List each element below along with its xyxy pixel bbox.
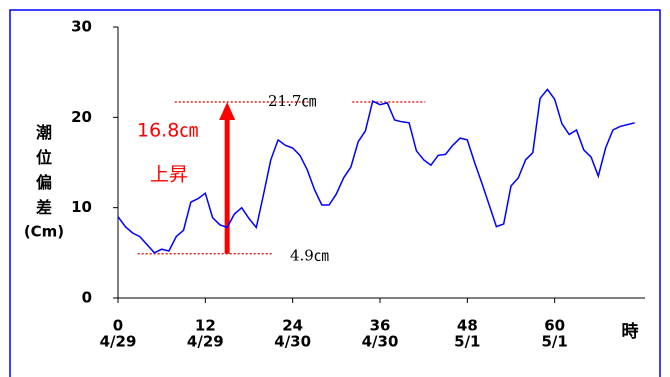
y-tick-label: 30 bbox=[71, 18, 92, 36]
rise-arrow-head bbox=[219, 101, 236, 120]
x-tick-date: 4/29 bbox=[187, 333, 224, 351]
rise-label: 16.8㎝ bbox=[137, 120, 198, 142]
frame bbox=[9, 9, 661, 377]
x-axis-label: 時 bbox=[622, 321, 639, 342]
x-tick-date: 4/30 bbox=[362, 333, 399, 351]
x-tick-date: 5/1 bbox=[541, 333, 567, 351]
y-axis-label: 潮位偏差 bbox=[36, 123, 52, 217]
y-tick-label: 10 bbox=[71, 198, 92, 216]
y-tick-label: 20 bbox=[71, 108, 92, 126]
low-label: 4.9㎝ bbox=[290, 247, 329, 265]
data-line bbox=[117, 88, 635, 254]
rise-text: 上昇 bbox=[150, 164, 188, 186]
x-tick-date: 5/1 bbox=[454, 333, 480, 351]
x-tick-date: 4/30 bbox=[274, 333, 311, 351]
x-tick-label: 0 bbox=[113, 317, 123, 335]
x-tick-label: 24 bbox=[282, 317, 303, 335]
x-tick-label: 48 bbox=[457, 317, 478, 335]
y-tick-label: 0 bbox=[82, 289, 92, 307]
high-label: 21.7㎝ bbox=[268, 92, 316, 110]
x-tick-date: 4/29 bbox=[100, 333, 137, 351]
y-axis-unit: (Cm) bbox=[24, 223, 64, 241]
x-tick-label: 60 bbox=[544, 317, 565, 335]
x-tick-label: 36 bbox=[370, 317, 391, 335]
x-tick-label: 12 bbox=[195, 317, 216, 335]
